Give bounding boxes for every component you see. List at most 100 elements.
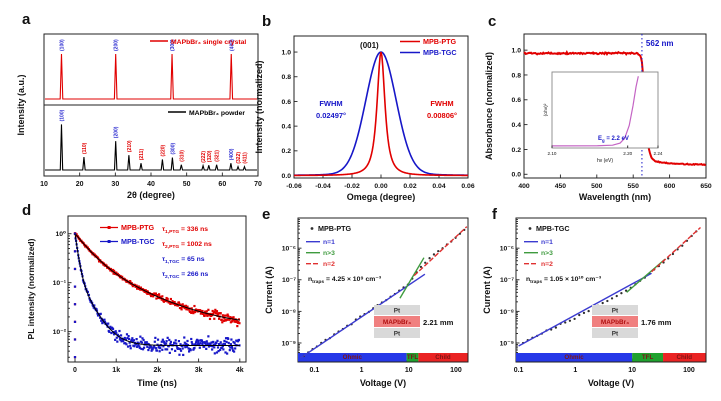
peak-label: (400) bbox=[229, 39, 235, 51]
pl-data-point bbox=[183, 307, 186, 310]
y-tick-label: 10⁻⁶ bbox=[282, 246, 296, 253]
thickness-label: 1.76 mm bbox=[641, 318, 672, 327]
pl-data-point bbox=[166, 297, 169, 301]
pl-data-point bbox=[152, 295, 155, 298]
pl-data-point bbox=[190, 311, 193, 314]
stack-label: Pt bbox=[394, 308, 401, 315]
pl-data-point bbox=[199, 342, 202, 345]
region-tfl bbox=[632, 353, 664, 362]
x-tick-label: 0.1 bbox=[309, 367, 319, 374]
xrd-powder-trace bbox=[45, 124, 257, 171]
pl-data-point bbox=[233, 320, 236, 323]
iv-data-point bbox=[606, 299, 609, 303]
pl-data-point bbox=[138, 345, 141, 348]
pl-data-point bbox=[140, 347, 143, 350]
pl-data-point bbox=[182, 304, 185, 308]
y-axis-label: Absorbance (normalized) bbox=[484, 52, 494, 160]
pl-data-point bbox=[230, 338, 233, 341]
pl-data-point bbox=[200, 339, 204, 342]
pl-data-point bbox=[231, 319, 234, 322]
pl-data-point bbox=[212, 343, 215, 346]
plot-frame bbox=[523, 33, 707, 179]
iv-data-point bbox=[458, 232, 462, 235]
x-tick-label: 10 bbox=[40, 181, 48, 188]
legend-marker bbox=[310, 227, 314, 230]
pl-data-point bbox=[119, 334, 123, 337]
peak-label: (222) bbox=[201, 151, 207, 163]
iv-data-point bbox=[432, 253, 436, 256]
pl-data-point bbox=[193, 304, 196, 308]
pl-data-point bbox=[234, 347, 237, 350]
fit-line-n>3 bbox=[399, 257, 425, 299]
pl-data-point bbox=[186, 339, 189, 343]
pl-data-point bbox=[215, 312, 218, 315]
peak-label: (220) bbox=[160, 144, 166, 156]
legend-label: n>3 bbox=[541, 250, 553, 257]
iv-data-point bbox=[681, 244, 684, 247]
pl-data-point bbox=[213, 310, 216, 313]
pl-data-point bbox=[156, 294, 159, 297]
pl-data-point bbox=[135, 338, 138, 341]
pl-data-point bbox=[217, 312, 220, 315]
pl-data-point bbox=[114, 338, 117, 341]
pl-data-point bbox=[179, 303, 182, 307]
inset-x-label: hν (eV) bbox=[597, 158, 613, 164]
pl-data-point bbox=[147, 348, 150, 352]
pl-data-point bbox=[160, 296, 163, 299]
pl-data-point bbox=[220, 346, 223, 349]
tauc-inset-frame bbox=[551, 71, 659, 149]
pl-data-point bbox=[115, 336, 118, 339]
region-label: TFL bbox=[407, 354, 419, 361]
pl-data-point bbox=[139, 335, 142, 338]
pl-data-point bbox=[139, 286, 142, 289]
pl-data-point bbox=[113, 333, 116, 336]
pl-data-point bbox=[130, 338, 133, 342]
pl-data-point bbox=[164, 348, 167, 351]
pl-data-point bbox=[73, 250, 77, 253]
pl-data-point bbox=[126, 337, 129, 340]
panel-label-a: a bbox=[22, 11, 31, 28]
pl-data-point bbox=[189, 349, 192, 352]
pl-data-point bbox=[215, 341, 218, 345]
y-tick-label: 0.4 bbox=[512, 122, 522, 129]
stack-crystal bbox=[592, 316, 638, 327]
x-tick-label: 0.02 bbox=[403, 183, 416, 190]
pl-data-point bbox=[231, 347, 234, 350]
y-tick-label: 10⁻⁸ bbox=[500, 309, 514, 316]
pl-data-point bbox=[175, 342, 178, 345]
pl-data-point bbox=[169, 297, 172, 301]
y-tick-label: 1.0 bbox=[282, 49, 292, 56]
fwhm-label: FWHM bbox=[430, 99, 453, 108]
fwhm-value: 0.02497° bbox=[316, 111, 346, 120]
pl-data-point bbox=[219, 348, 222, 352]
pl-data-point bbox=[153, 340, 156, 343]
pl-data-point bbox=[123, 336, 126, 340]
pl-data-point bbox=[166, 348, 169, 351]
pl-data-point bbox=[191, 343, 194, 346]
x-tick-label: 0 bbox=[73, 367, 77, 374]
y-axis-label: PL intensity (normalized) bbox=[26, 238, 36, 339]
pl-data-point bbox=[149, 344, 152, 348]
pl-data-point bbox=[227, 314, 230, 318]
peak-label: (411) bbox=[242, 152, 248, 164]
legend-label: MPB-TGC bbox=[121, 237, 155, 246]
pl-data-point bbox=[131, 337, 134, 340]
y-tick-label: 0.2 bbox=[512, 147, 522, 154]
legend-marker bbox=[107, 226, 111, 229]
pl-data-point bbox=[154, 292, 157, 295]
pl-data-point bbox=[193, 346, 196, 350]
pl-data-point bbox=[227, 337, 230, 340]
peak-label: (300) bbox=[170, 39, 176, 51]
pl-data-point bbox=[212, 312, 215, 316]
pl-data-point bbox=[224, 337, 228, 340]
x-axis-label: 2θ (degree) bbox=[127, 190, 175, 200]
pl-data-point bbox=[137, 285, 140, 288]
pl-data-point bbox=[223, 342, 227, 346]
pl-data-point bbox=[211, 309, 214, 313]
y-tick-label: 10⁻¹ bbox=[53, 280, 67, 287]
x-tick-label: 40 bbox=[147, 181, 155, 188]
pl-data-point bbox=[165, 340, 168, 343]
peak-label: (210) bbox=[127, 140, 133, 152]
pl-data-point bbox=[127, 334, 130, 338]
